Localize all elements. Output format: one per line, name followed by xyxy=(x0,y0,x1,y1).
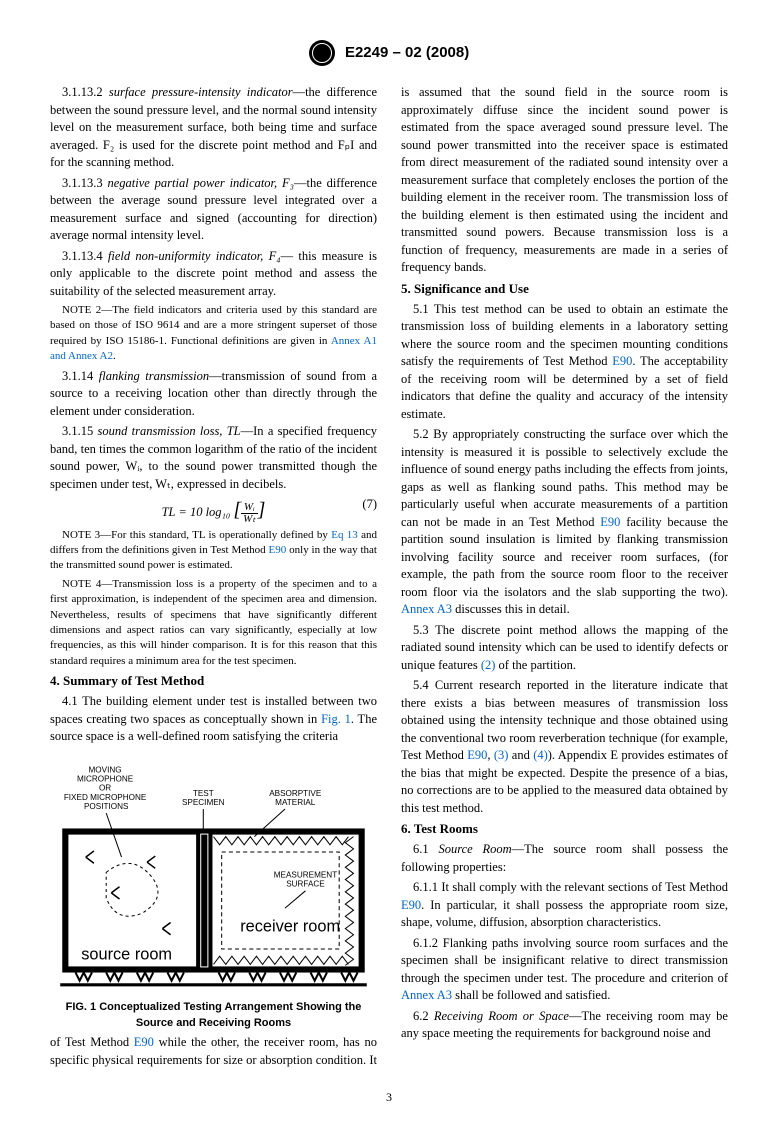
link-e90-4[interactable]: E90 xyxy=(600,515,620,529)
two-column-body: 3.1.13.2 surface pressure-intensity indi… xyxy=(50,84,728,1069)
para-6-1-2: 6.1.2 Flanking paths involving source ro… xyxy=(401,935,728,1005)
figure-1-svg: MOVING MICROPHONE OR FIXED MICROPHONE PO… xyxy=(50,760,377,995)
svg-text:receiver room: receiver room xyxy=(240,918,340,936)
svg-text:ABSORPTIVEMATERIAL: ABSORPTIVEMATERIAL xyxy=(269,789,322,807)
heading-section-4: 4. Summary of Test Method xyxy=(50,672,377,690)
heading-section-5: 5. Significance and Use xyxy=(401,280,728,298)
astm-logo-icon xyxy=(309,40,335,66)
para-3-1-13-2: 3.1.13.2 surface pressure-intensity indi… xyxy=(50,84,377,172)
note-2: NOTE 2—The field indicators and criteria… xyxy=(50,303,377,365)
link-annex-a3-2[interactable]: Annex A3 xyxy=(401,988,452,1002)
para-6-1: 6.1 Source Room—The source room shall po… xyxy=(401,841,728,876)
link-annex-a3-1[interactable]: Annex A3 xyxy=(401,602,452,616)
svg-text:source room: source room xyxy=(81,945,172,963)
link-eq13[interactable]: Eq 13 xyxy=(331,529,358,541)
link-e90-2[interactable]: E90 xyxy=(134,1035,154,1049)
link-e90-6[interactable]: E90 xyxy=(401,898,421,912)
svg-text:MEASUREMENTSURFACE: MEASUREMENTSURFACE xyxy=(274,870,337,888)
page-number: 3 xyxy=(50,1089,728,1106)
para-3-1-15: 3.1.15 sound transmission loss, TL—In a … xyxy=(50,423,377,493)
para-5-2: 5.2 By appropriately constructing the su… xyxy=(401,426,728,619)
para-6-1-1: 6.1.1 It shall comply with the relevant … xyxy=(401,879,728,932)
para-3-1-13-3: 3.1.13.3 negative partial power indicato… xyxy=(50,175,377,245)
link-e90-5[interactable]: E90 xyxy=(467,748,487,762)
note-4: NOTE 4—Transmission loss is a property o… xyxy=(50,577,377,669)
para-3-1-14: 3.1.14 flanking transmission—transmissio… xyxy=(50,368,377,421)
figure-1-caption: FIG. 1 Conceptualized Testing Arrangemen… xyxy=(50,1000,377,1031)
link-ref-2[interactable]: (2) xyxy=(481,658,496,672)
document-header: E2249 – 02 (2008) xyxy=(50,40,728,66)
heading-section-6: 6. Test Rooms xyxy=(401,820,728,838)
link-e90-1[interactable]: E90 xyxy=(269,544,287,556)
equation-7: TL = 10 log₁₀ [WᵢWₜ] (7) xyxy=(50,496,377,525)
link-fig1[interactable]: Fig. 1 xyxy=(321,712,351,726)
svg-text:TESTSPECIMEN: TESTSPECIMEN xyxy=(182,789,225,807)
para-4-1: 4.1 The building element under test is i… xyxy=(50,693,377,746)
fig-label-mic: MOVING MICROPHONE OR FIXED MICROPHONE PO… xyxy=(64,765,149,811)
para-5-1: 5.1 This test method can be used to obta… xyxy=(401,301,728,424)
link-e90-3[interactable]: E90 xyxy=(612,354,632,368)
designation: E2249 – 02 (2008) xyxy=(345,44,469,61)
para-6-2: 6.2 Receiving Room or Space—The receivin… xyxy=(401,1008,728,1043)
para-5-3: 5.3 The discrete point method allows the… xyxy=(401,622,728,675)
figure-1: MOVING MICROPHONE OR FIXED MICROPHONE PO… xyxy=(50,760,377,1031)
link-ref-4[interactable]: (4) xyxy=(533,748,548,762)
link-ref-3[interactable]: (3) xyxy=(494,748,509,762)
note-3: NOTE 3—For this standard, TL is operatio… xyxy=(50,528,377,574)
para-3-1-13-4: 3.1.13.4 field non-uniformity indicator,… xyxy=(50,248,377,301)
para-5-4: 5.4 Current research reported in the lit… xyxy=(401,677,728,817)
